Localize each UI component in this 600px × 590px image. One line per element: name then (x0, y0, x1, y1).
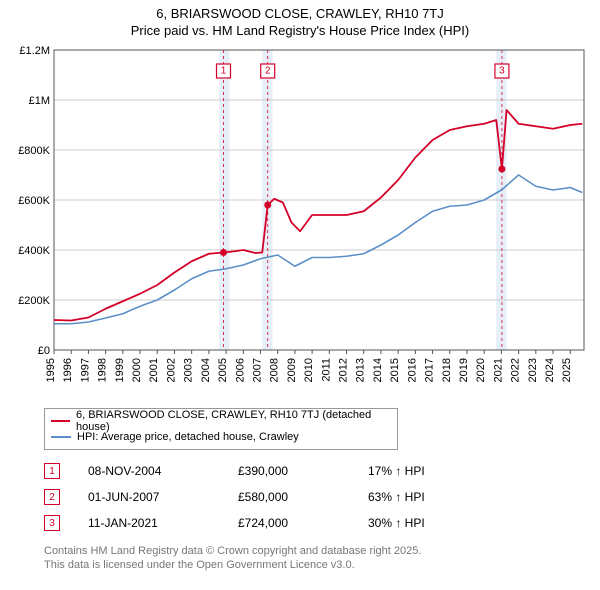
sale-price: £724,000 (238, 516, 368, 530)
svg-text:2015: 2015 (389, 358, 401, 382)
line-chart: £0 £200K £400K £600K £800K £1M £1.2M 1995 1996 19… (10, 42, 590, 402)
svg-text:2003: 2003 (183, 358, 195, 382)
legend-swatch (51, 436, 71, 438)
svg-text:2022: 2022 (510, 358, 522, 382)
table-row: 3 11-JAN-2021 £724,000 30% ↑ HPI (44, 510, 600, 536)
svg-text:1998: 1998 (97, 358, 109, 382)
svg-text:£600K: £600K (18, 195, 50, 207)
sales-table: 1 08-NOV-2004 £390,000 17% ↑ HPI 2 01-JU… (44, 458, 600, 536)
svg-text:2009: 2009 (286, 358, 298, 382)
legend-label: 6, BRIARSWOOD CLOSE, CRAWLEY, RH10 7TJ (… (76, 409, 391, 433)
sale-price: £390,000 (238, 464, 368, 478)
svg-text:2023: 2023 (527, 358, 539, 382)
sale-marker-2: 2 (44, 489, 60, 505)
svg-text:2005: 2005 (217, 358, 229, 382)
svg-text:2019: 2019 (458, 358, 470, 382)
svg-text:£0: £0 (38, 345, 50, 357)
sale-hpi: 30% ↑ HPI (368, 516, 488, 530)
sale-marker-3: 3 (44, 515, 60, 531)
chart-title-address: 6, BRIARSWOOD CLOSE, CRAWLEY, RH10 7TJ (0, 6, 600, 21)
svg-text:1999: 1999 (114, 358, 126, 382)
sale-date: 11-JAN-2021 (88, 516, 238, 530)
svg-text:2000: 2000 (131, 358, 143, 382)
svg-text:£1M: £1M (29, 95, 50, 107)
svg-text:£200K: £200K (18, 295, 50, 307)
sale-marker-1: 1 (44, 463, 60, 479)
svg-text:2025: 2025 (561, 358, 573, 382)
legend-label: HPI: Average price, detached house, Craw… (77, 431, 299, 443)
svg-text:£400K: £400K (18, 245, 50, 257)
svg-text:1996: 1996 (62, 358, 74, 382)
svg-text:2021: 2021 (492, 358, 504, 382)
license-text: Contains HM Land Registry data © Crown c… (44, 544, 600, 581)
svg-text:2014: 2014 (372, 358, 384, 382)
svg-text:2002: 2002 (165, 358, 177, 382)
sale-price: £580,000 (238, 490, 368, 504)
chart-title-subtitle: Price paid vs. HM Land Registry's House … (0, 23, 600, 38)
svg-text:2008: 2008 (269, 358, 281, 382)
svg-text:2024: 2024 (544, 358, 556, 382)
svg-text:2012: 2012 (338, 358, 350, 382)
table-row: 2 01-JUN-2007 £580,000 63% ↑ HPI (44, 484, 600, 510)
svg-text:2010: 2010 (303, 358, 315, 382)
license-line1: Contains HM Land Registry data © Crown c… (44, 544, 600, 558)
svg-text:2011: 2011 (320, 358, 332, 382)
svg-text:1997: 1997 (79, 358, 91, 382)
legend: 6, BRIARSWOOD CLOSE, CRAWLEY, RH10 7TJ (… (44, 408, 398, 450)
svg-text:2004: 2004 (200, 358, 212, 382)
sale-hpi: 63% ↑ HPI (368, 490, 488, 504)
svg-text:£800K: £800K (18, 145, 50, 157)
legend-swatch (51, 420, 70, 422)
sale-date: 08-NOV-2004 (88, 464, 238, 478)
legend-item-price: 6, BRIARSWOOD CLOSE, CRAWLEY, RH10 7TJ (… (51, 413, 391, 429)
svg-text:2001: 2001 (148, 358, 160, 382)
chart-area: £0 £200K £400K £600K £800K £1M £1.2M 1995 1996 19… (10, 42, 590, 402)
svg-text:2: 2 (265, 66, 271, 77)
svg-text:1: 1 (221, 66, 227, 77)
svg-text:2007: 2007 (251, 358, 263, 382)
table-row: 1 08-NOV-2004 £390,000 17% ↑ HPI (44, 458, 600, 484)
sale-hpi: 17% ↑ HPI (368, 464, 488, 478)
svg-text:3: 3 (499, 66, 505, 77)
svg-text:2006: 2006 (234, 358, 246, 382)
sale-date: 01-JUN-2007 (88, 490, 238, 504)
svg-text:1995: 1995 (45, 358, 57, 382)
svg-text:2013: 2013 (355, 358, 367, 382)
license-line2: This data is licensed under the Open Gov… (44, 558, 600, 572)
svg-text:2017: 2017 (424, 358, 436, 382)
svg-text:2018: 2018 (441, 358, 453, 382)
svg-text:2020: 2020 (475, 358, 487, 382)
svg-text:2016: 2016 (406, 358, 418, 382)
svg-text:£1.2M: £1.2M (19, 45, 50, 57)
